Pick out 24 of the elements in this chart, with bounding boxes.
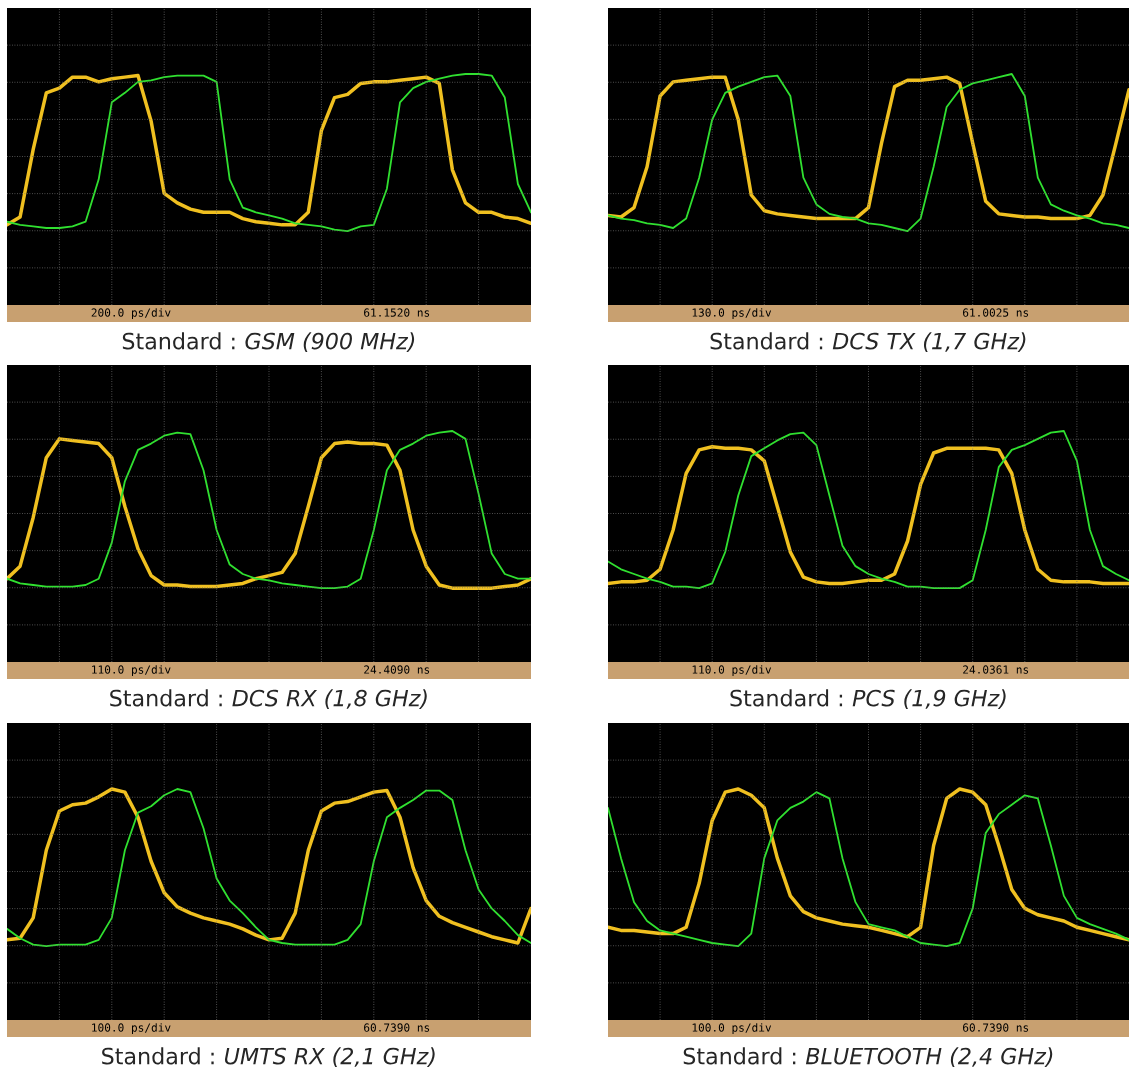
text: Standard : bbox=[730, 689, 843, 707]
text: 110.0 ps/div bbox=[692, 665, 772, 676]
text: BLUETOOTH (2,4 GHz) bbox=[805, 1047, 1053, 1068]
text: 24.0361 ns bbox=[963, 665, 1029, 674]
text: 130.0 ps/div bbox=[692, 308, 772, 319]
text: Standard : bbox=[102, 1047, 214, 1065]
text: Standard : bbox=[110, 689, 222, 707]
text: 110.0 ps/div bbox=[92, 665, 171, 676]
text: 60.7390 ns bbox=[364, 1023, 430, 1032]
text: PCS (1,9 GHz) bbox=[852, 689, 1006, 710]
text: 200.0 ps/div bbox=[91, 308, 171, 319]
text: Standard : bbox=[683, 1047, 796, 1065]
text: GSM (900 MHz) bbox=[245, 332, 415, 353]
text: DCS TX (1,7 GHz) bbox=[832, 332, 1026, 353]
text: 60.7390 ns bbox=[963, 1023, 1029, 1032]
text: Standard : bbox=[710, 332, 823, 350]
text: DCS RX (1,8 GHz) bbox=[232, 689, 427, 710]
text: 24.4090 ns bbox=[364, 665, 430, 674]
text: 100.0 ps/div bbox=[92, 1023, 171, 1034]
text: 100.0 ps/div bbox=[692, 1023, 772, 1034]
text: Standard : bbox=[122, 332, 235, 350]
text: 61.1520 ns bbox=[364, 308, 430, 317]
text: 61.0025 ns bbox=[963, 308, 1029, 317]
text: UMTS RX (2,1 GHz) bbox=[224, 1047, 435, 1068]
